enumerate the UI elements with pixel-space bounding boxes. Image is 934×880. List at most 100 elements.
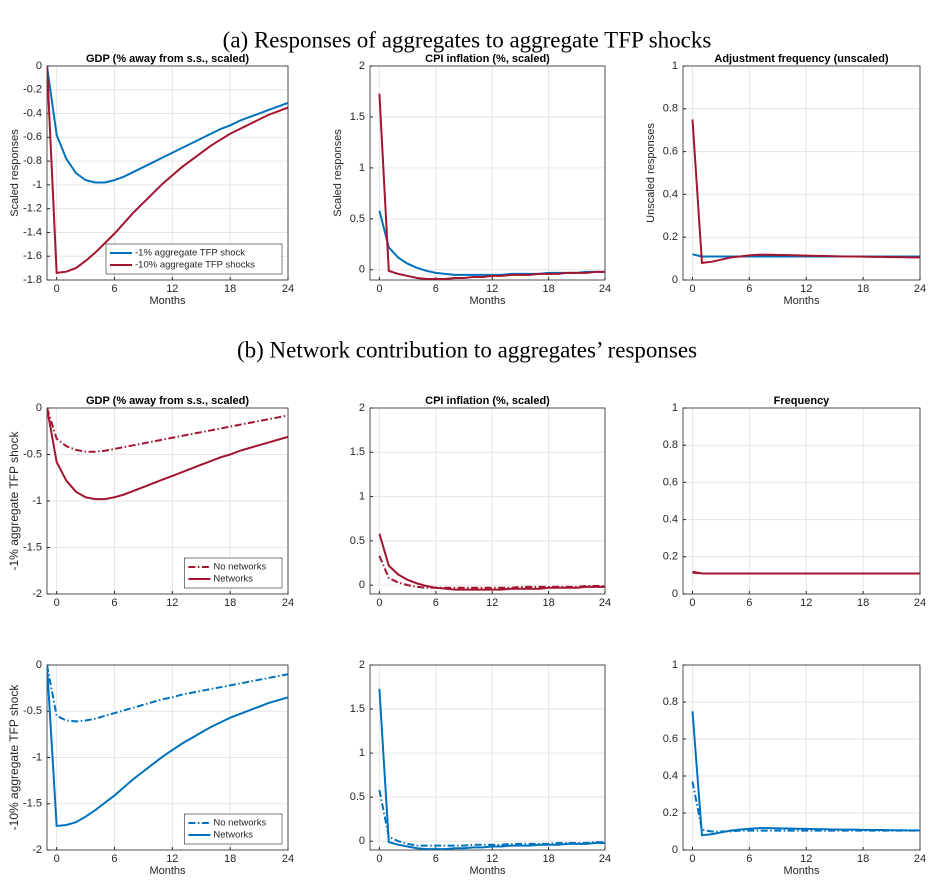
y-tick-label: 1 — [359, 747, 365, 759]
y-tick-label: -1.8 — [23, 274, 42, 286]
x-tick-label: 18 — [224, 597, 236, 609]
chart-title: CPI inflation (%, scaled) — [425, 395, 550, 407]
series-line — [47, 66, 288, 184]
y-axis-label: Unscaled responses — [645, 123, 657, 223]
y-tick-label: 0.4 — [663, 770, 678, 782]
chart-title: CPI inflation (%, scaled) — [425, 53, 550, 65]
x-axis-label: Months — [469, 295, 506, 307]
x-tick-label: 18 — [857, 283, 869, 295]
x-tick-label: 6 — [746, 597, 752, 609]
y-tick-label: 0 — [36, 402, 42, 414]
y-tick-label: 0 — [359, 264, 365, 276]
legend-box — [105, 243, 283, 275]
x-tick-label: 6 — [433, 853, 439, 865]
series-line — [378, 789, 605, 847]
x-tick-label: 0 — [376, 597, 382, 609]
y-tick-label: -1 — [32, 179, 42, 191]
y-tick-label: 1 — [672, 60, 678, 72]
y-tick-label: 0 — [359, 579, 365, 591]
series-line — [47, 66, 288, 274]
y-tick-label: 1 — [672, 402, 678, 414]
axes-box — [46, 65, 289, 281]
y-tick-label: -1 — [32, 751, 42, 763]
x-tick-label: 0 — [54, 283, 60, 295]
x-tick-label: 12 — [166, 853, 178, 865]
x-tick-label: 0 — [689, 283, 695, 295]
x-tick-label: 18 — [857, 853, 869, 865]
y-tick-label: -0.4 — [23, 107, 42, 119]
y-tick-label: 0 — [672, 274, 678, 286]
y-tick-label: 1 — [359, 162, 365, 174]
y-tick-label: -1.5 — [23, 798, 42, 810]
x-tick-label: 6 — [111, 853, 117, 865]
x-tick-label: 0 — [376, 853, 382, 865]
x-tick-label: 18 — [542, 597, 554, 609]
x-tick-label: 24 — [914, 283, 926, 295]
x-tick-label: 12 — [486, 597, 498, 609]
y-tick-label: 0.8 — [663, 103, 678, 115]
y-tick-label: 0 — [36, 60, 42, 72]
x-tick-label: 18 — [542, 853, 554, 865]
x-tick-label: 0 — [54, 853, 60, 865]
series-line — [692, 570, 920, 575]
y-axis-label: Scaled responses — [332, 129, 344, 217]
axes-box — [682, 65, 921, 281]
x-tick-label: 24 — [599, 853, 611, 865]
axes-box — [369, 664, 606, 851]
x-tick-label: 24 — [914, 597, 926, 609]
x-axis-label: Months — [783, 295, 820, 307]
y-tick-label: -0.2 — [23, 84, 42, 96]
x-tick-label: 12 — [166, 283, 178, 295]
y-tick-label: 0.2 — [663, 551, 678, 563]
y-tick-label: 2 — [359, 60, 365, 72]
x-tick-label: 24 — [282, 597, 294, 609]
y-tick-label: 0.5 — [350, 791, 365, 803]
y-tick-label: 0.2 — [663, 807, 678, 819]
legend-box — [184, 813, 283, 845]
plot-area — [683, 665, 920, 850]
chart-title: GDP (% away from s.s., scaled) — [86, 53, 249, 65]
y-tick-label: 0.5 — [350, 213, 365, 225]
legend-label: -10% aggregate TFP shocks — [135, 260, 255, 271]
x-tick-label: 6 — [433, 597, 439, 609]
axes-box — [369, 65, 606, 281]
y-tick-label: 0.6 — [663, 476, 678, 488]
chart-title: Adjustment frequency (unscaled) — [714, 53, 889, 65]
y-tick-label: 0 — [36, 659, 42, 671]
y-tick-label: 0.8 — [663, 439, 678, 451]
plot-area — [370, 665, 605, 850]
x-tick-label: 6 — [433, 283, 439, 295]
plot-area — [683, 408, 920, 594]
y-tick-label: 0.6 — [663, 733, 678, 745]
series-line — [691, 119, 920, 264]
y-tick-label: 0.4 — [663, 188, 678, 200]
y-tick-label: 0.6 — [663, 146, 678, 158]
y-tick-label: 0.2 — [663, 231, 678, 243]
x-tick-label: 12 — [486, 853, 498, 865]
series-line — [47, 665, 288, 723]
x-tick-label: 0 — [376, 283, 382, 295]
plot-area — [683, 66, 920, 280]
y-tick-label: 0.8 — [663, 696, 678, 708]
axes-box — [46, 664, 289, 851]
legend-label: Networks — [213, 574, 253, 585]
x-tick-label: 18 — [224, 283, 236, 295]
y-tick-label: -2 — [32, 844, 42, 856]
series-line — [691, 711, 920, 837]
x-axis-label: Months — [149, 295, 186, 307]
plot-area — [370, 408, 605, 594]
y-tick-label: 0 — [672, 588, 678, 600]
axes-box — [369, 407, 606, 595]
x-tick-label: 12 — [486, 283, 498, 295]
y-tick-label: -2 — [32, 588, 42, 600]
y-axis-label: Scaled responses — [9, 129, 21, 217]
plot-area — [370, 66, 605, 280]
y-axis-label: -1% aggregate TFP shock — [7, 431, 21, 571]
y-tick-label: 1.5 — [350, 703, 365, 715]
y-tick-label: -0.6 — [23, 131, 42, 143]
y-tick-label: 2 — [359, 402, 365, 414]
series-line — [378, 688, 605, 850]
x-tick-label: 12 — [800, 597, 812, 609]
y-tick-label: -1.4 — [23, 226, 42, 238]
